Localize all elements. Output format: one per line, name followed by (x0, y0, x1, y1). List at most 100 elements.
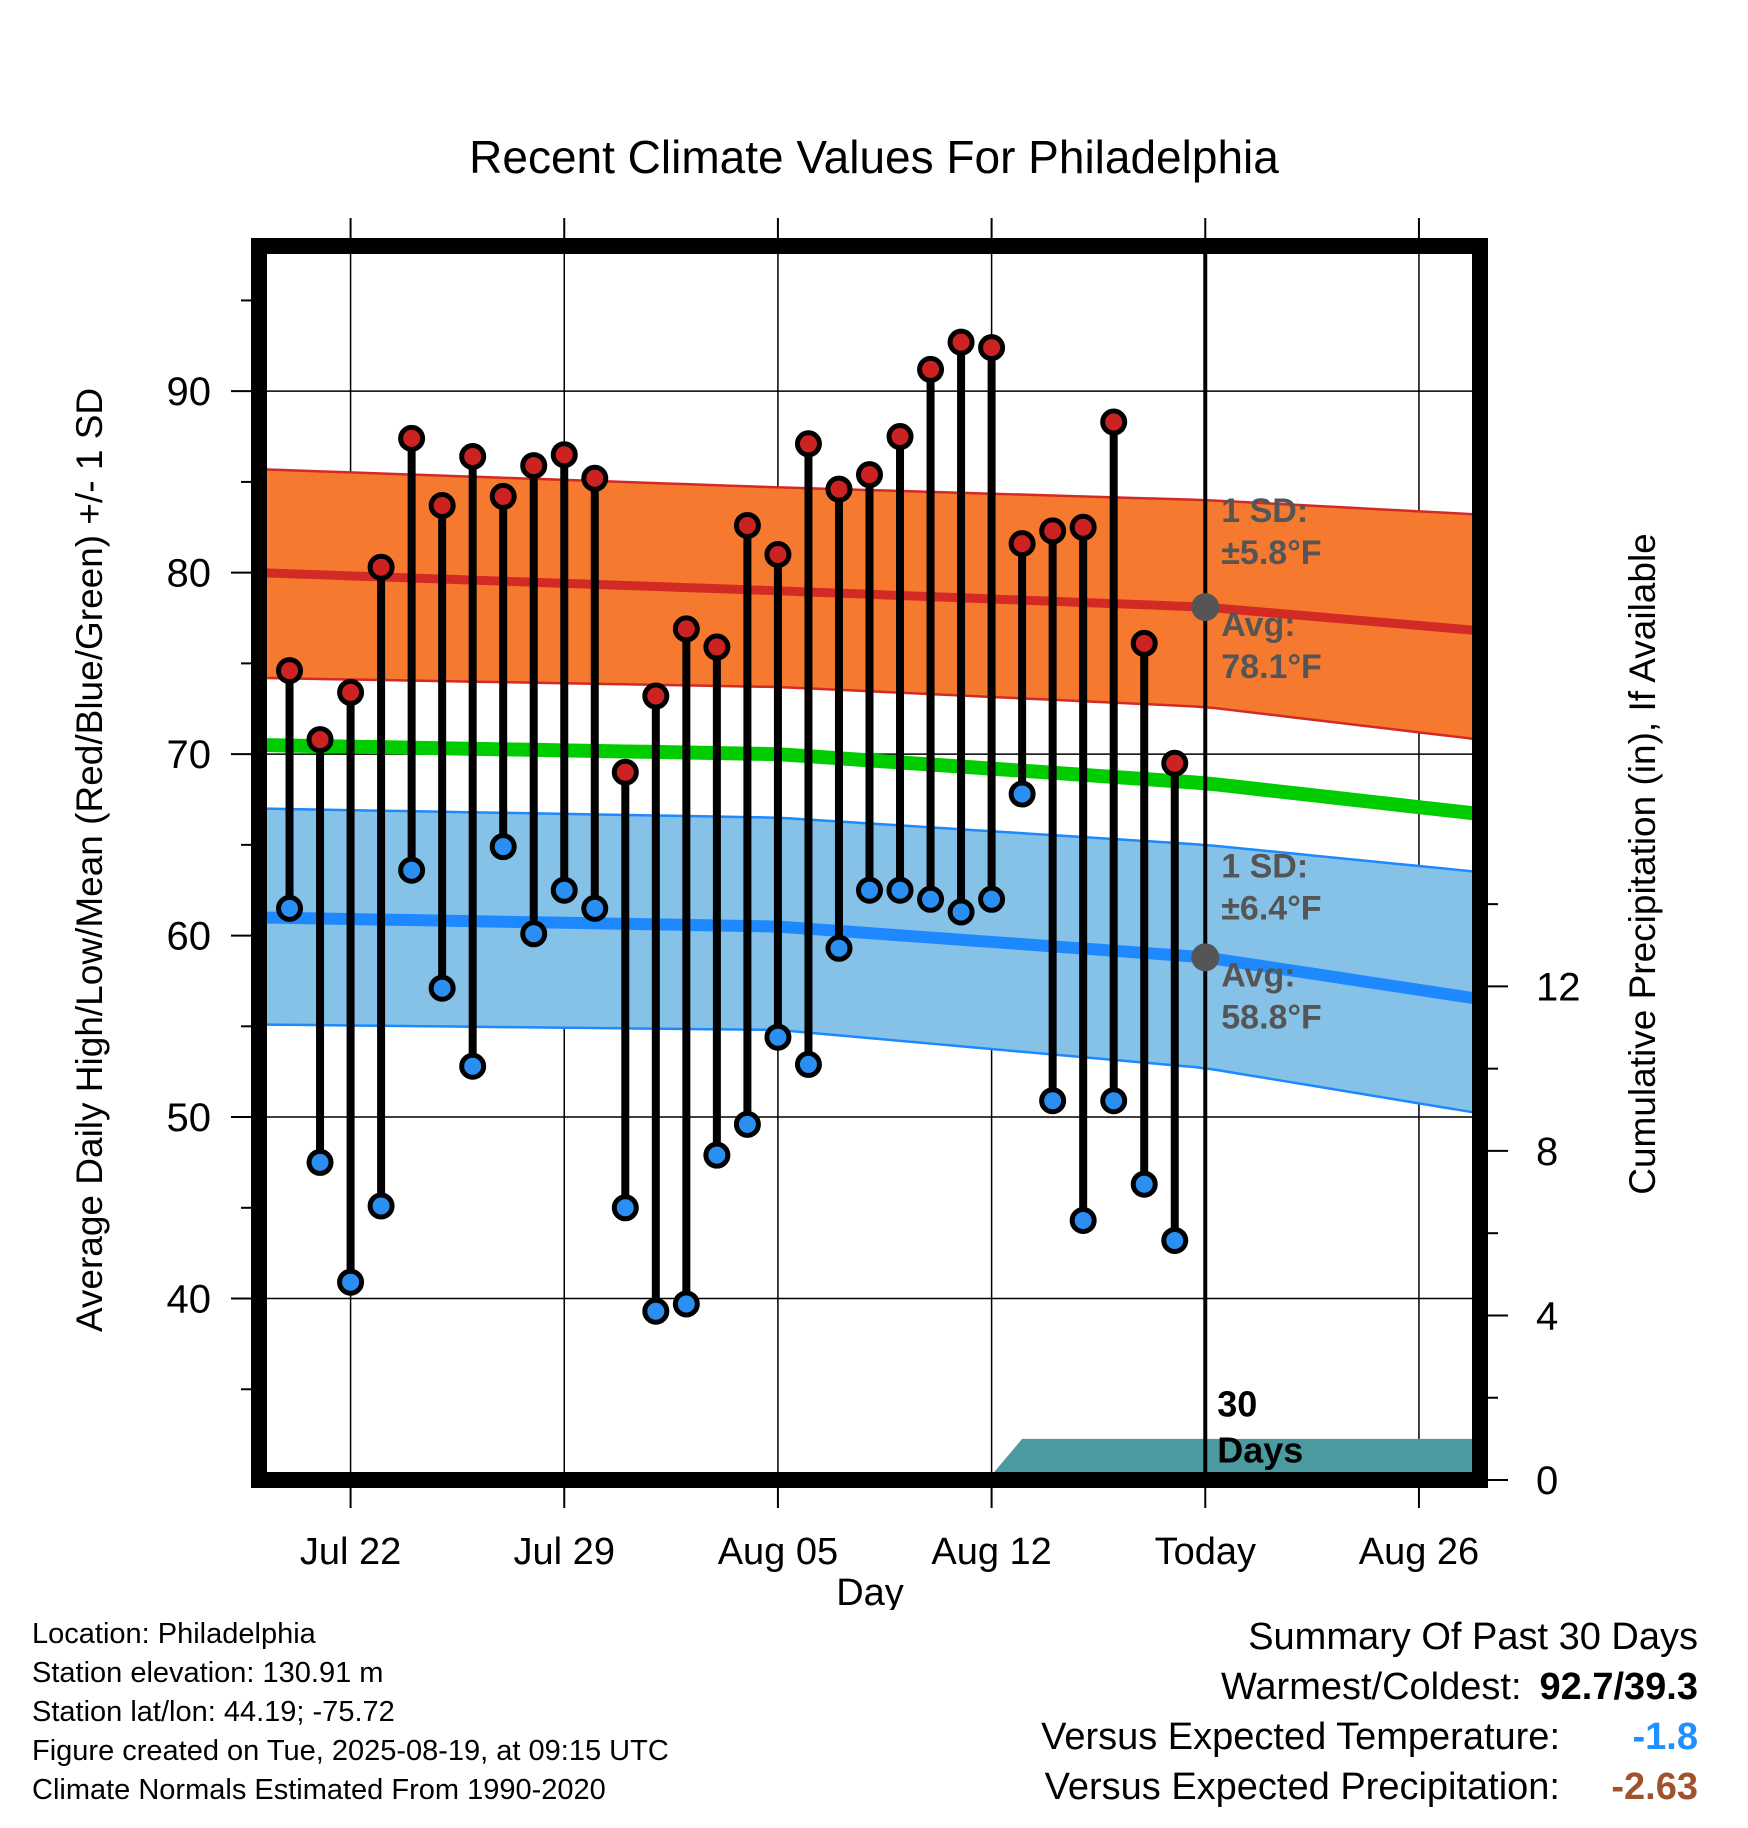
obs-low-point (611, 1194, 639, 1222)
obs-high-point (489, 482, 517, 510)
obs-low-point (581, 894, 609, 922)
warmest-value: 92.7/39.3 (1539, 1666, 1698, 1708)
obs-low-point (642, 1297, 670, 1325)
chart-title: Recent Climate Values For Philadelphia (469, 131, 1279, 183)
precip-value: -2.63 (1611, 1766, 1698, 1808)
obs-low-point (978, 885, 1006, 913)
obs-high-point (1069, 513, 1097, 541)
obs-low-point (672, 1290, 700, 1318)
x-tick-label: Aug 05 (718, 1531, 838, 1573)
obs-low-point (764, 1023, 792, 1051)
x-tick-label: Aug 12 (931, 1531, 1051, 1573)
obs-high-point (1100, 408, 1128, 436)
obs-high-point (459, 443, 487, 471)
obs-low-point (306, 1148, 334, 1176)
summary-temp-row: Versus Expected Temperature: -1.8 (1041, 1712, 1698, 1762)
y2-axis-label: Cumulative Precipitation (in), If Availa… (1622, 533, 1663, 1195)
y-tick-label: 40 (167, 1278, 212, 1322)
obs-high-point (398, 424, 426, 452)
obs-low-point (1161, 1226, 1189, 1254)
warmest-label: Warmest/Coldest: (1220, 1666, 1522, 1708)
obs-low-point (947, 898, 975, 926)
obs-high-point (825, 475, 853, 503)
obs-high-point (886, 423, 914, 451)
obs-high-point (947, 328, 975, 356)
low-sd-label-1: ±6.4°F (1221, 890, 1321, 928)
obs-high-point (520, 452, 548, 480)
high-sd-label-1: ±5.8°F (1221, 534, 1321, 572)
days-label-1: Days (1217, 1429, 1303, 1470)
location-text: Location: Philadelphia (32, 1618, 316, 1650)
precip-label: Versus Expected Precipitation: (1044, 1766, 1560, 1808)
obs-high-point (856, 461, 883, 489)
summary-panel: Summary Of Past 30 Days Warmest/Coldest:… (1041, 1612, 1698, 1812)
low-avg-label-1: 58.8°F (1221, 998, 1322, 1036)
y-tick-label: 90 (167, 370, 212, 414)
summary-title: Summary Of Past 30 Days (1248, 1616, 1698, 1658)
obs-high-point (794, 430, 822, 458)
obs-low-point (825, 934, 853, 962)
obs-low-point (550, 876, 578, 904)
high-avg-marker (1191, 593, 1220, 622)
x-tick-label: Aug 26 (1359, 1531, 1479, 1573)
low-sd-label-0: 1 SD: (1221, 848, 1308, 886)
axes: 40 50 60 70 80 90 0 4 8 12 Jul 22 Jul 29 Aug 05 Aug 1… (167, 218, 1581, 1573)
created-text: Figure created on Tue, 2025-08-19, at 09… (32, 1735, 669, 1767)
low-normal-lower-line (259, 1023, 1480, 1115)
obs-high-point (276, 657, 304, 685)
obs-low-point (856, 876, 883, 904)
days-label-0: 30 (1217, 1383, 1257, 1424)
obs-high-point (978, 334, 1006, 362)
obs-high-point (672, 615, 700, 643)
y-tick-label: 50 (167, 1096, 212, 1140)
obs-low-point (1039, 1087, 1067, 1115)
obs-low-point (428, 974, 456, 1002)
obs-high-point (1039, 517, 1067, 545)
station-info: Location: Philadelphia Station elevation… (32, 1615, 669, 1810)
obs-low-point (276, 894, 304, 922)
obs-low-point (337, 1268, 365, 1296)
obs-high-point (306, 726, 334, 754)
low-avg-label-0: Avg: (1221, 956, 1295, 994)
low-avg-marker (1191, 943, 1220, 972)
plot-area: 1 SD: ±5.8°F Avg: 78.1°F 1 SD: ±6.4°F Avg: 58.8… (259, 246, 1480, 1480)
obs-low-point (489, 833, 517, 861)
obs-low-point (1130, 1170, 1158, 1198)
y2-tick-label: 8 (1536, 1130, 1558, 1174)
temp-value: -1.8 (1632, 1716, 1698, 1758)
obs-high-point (733, 511, 761, 539)
obs-high-point (367, 553, 395, 581)
high-avg-label-1: 78.1°F (1221, 648, 1322, 686)
elevation-text: Station elevation: 130.91 m (32, 1657, 384, 1689)
obs-high-point (337, 678, 365, 706)
obs-low-point (1069, 1206, 1097, 1234)
obs-high-point (703, 633, 731, 661)
temp-label: Versus Expected Temperature: (1041, 1716, 1560, 1758)
obs-high-point (1130, 629, 1158, 657)
y-axis-label: Average Daily High/Low/Mean (Red/Blue/Gr… (69, 388, 110, 1332)
y-tick-label: 70 (167, 733, 212, 777)
obs-high-point (1161, 749, 1189, 777)
obs-low-point (917, 885, 945, 913)
high-sd-label-0: 1 SD: (1221, 492, 1308, 530)
low-normal-mean-line (259, 911, 1480, 1006)
summary-warmest-row: Warmest/Coldest: 92.7/39.3 (1041, 1662, 1698, 1712)
climate-chart: Recent Climate Values For Philadelphia 1… (69, 131, 1663, 1610)
x-tick-label: Jul 22 (300, 1531, 401, 1573)
obs-high-point (917, 355, 945, 383)
obs-high-point (581, 464, 609, 492)
obs-high-point (1008, 530, 1036, 558)
x-tick-label: Today (1155, 1531, 1256, 1573)
obs-low-point (703, 1141, 731, 1169)
y2-tick-label: 4 (1536, 1294, 1558, 1338)
obs-low-point (794, 1050, 822, 1078)
obs-high-point (611, 758, 639, 786)
obs-low-point (733, 1110, 761, 1138)
obs-high-point (428, 492, 456, 520)
y2-tick-label: 12 (1536, 965, 1581, 1009)
obs-high-point (642, 682, 670, 710)
obs-high-point (550, 441, 578, 469)
y2-tick-label: 0 (1536, 1459, 1558, 1503)
summary-precip-row: Versus Expected Precipitation: -2.63 (1041, 1762, 1698, 1812)
obs-low-point (886, 876, 914, 904)
